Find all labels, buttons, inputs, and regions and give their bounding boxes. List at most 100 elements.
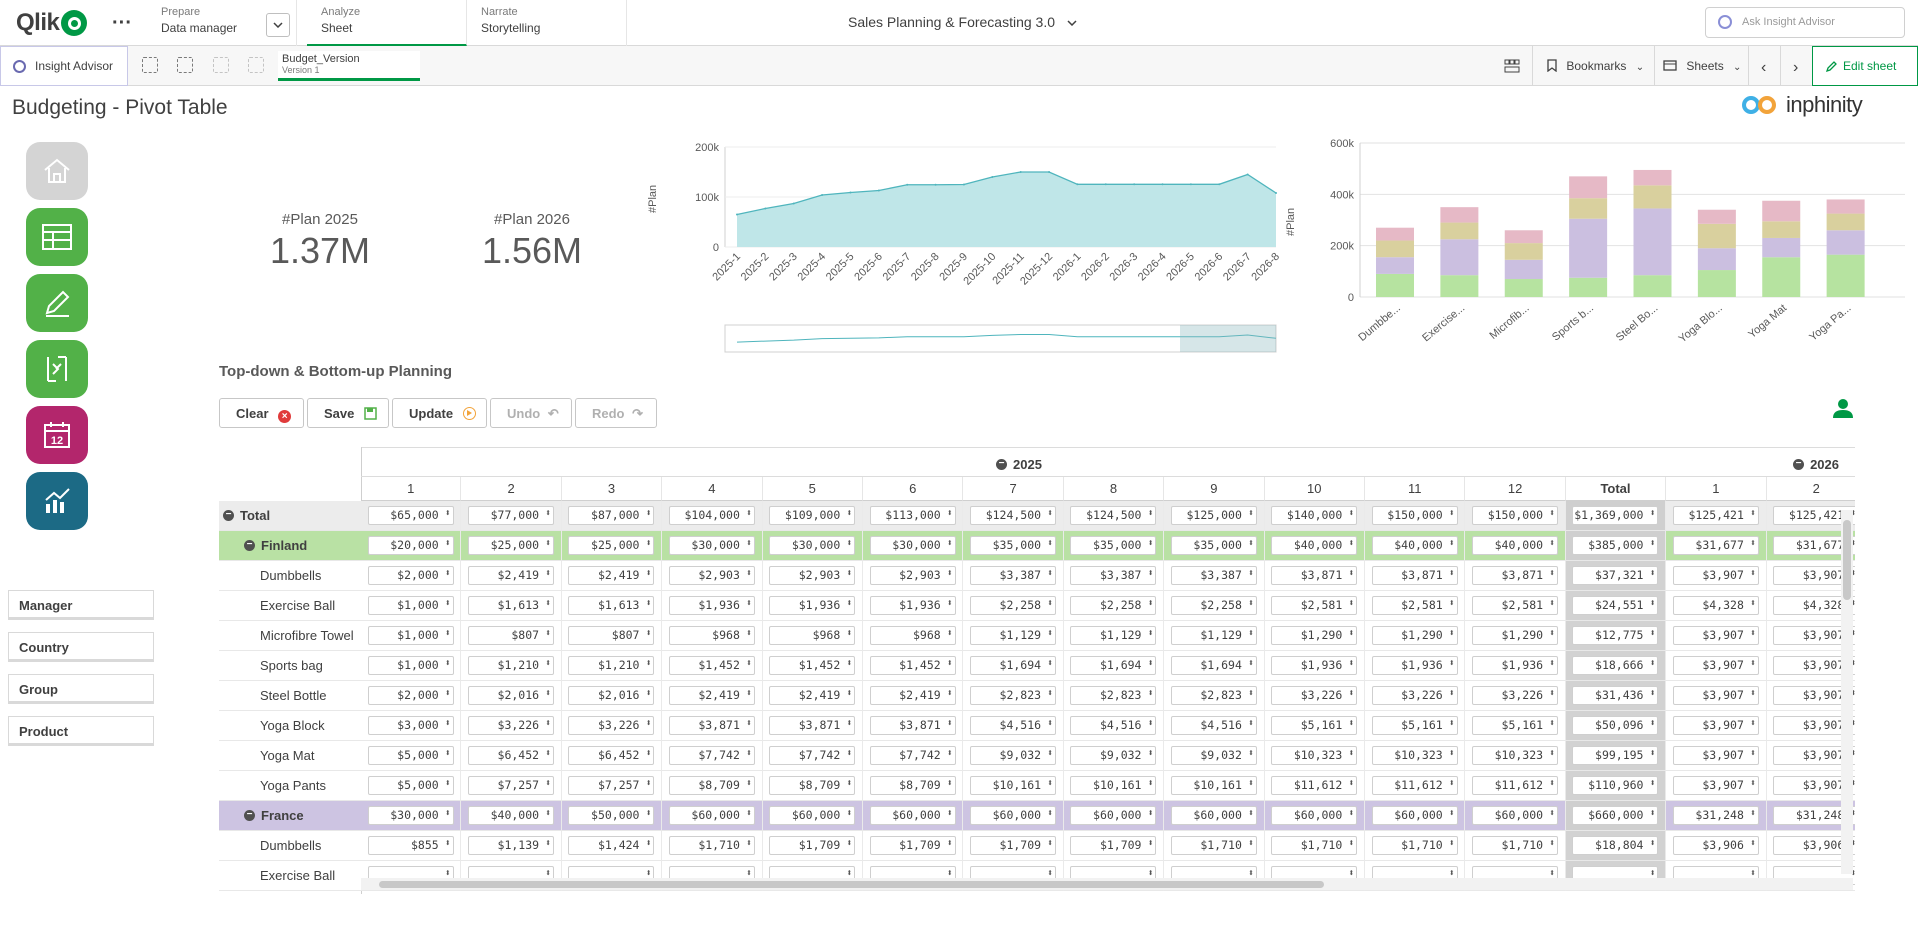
value-stepper-input[interactable]: $3,907 [1773, 716, 1855, 735]
data-point[interactable] [877, 189, 880, 192]
value-stepper-input[interactable]: $25,000 [468, 536, 555, 555]
value-stepper-input[interactable]: $35,000 [1070, 536, 1157, 555]
value-stepper-input[interactable]: $150,000 [1371, 506, 1458, 525]
value-stepper-input[interactable]: $968 [869, 626, 956, 645]
value-stepper-input[interactable]: $5,161 [1472, 716, 1559, 735]
value-stepper-input[interactable]: $1,452 [668, 656, 755, 675]
value-stepper-input[interactable]: $1,709 [869, 836, 956, 855]
value-stepper-input[interactable]: $87,000 [568, 506, 655, 525]
bar-segment[interactable] [1826, 254, 1865, 297]
bar-segment[interactable] [1440, 239, 1479, 276]
month-column-header[interactable]: 1 [361, 477, 462, 501]
value-stepper-input[interactable]: $2,823 [970, 686, 1057, 705]
step-back-icon[interactable] [213, 57, 229, 73]
value-stepper-input[interactable]: $10,323 [1371, 746, 1458, 765]
bar-segment[interactable] [1697, 270, 1736, 297]
value-stepper-input[interactable]: $3,907 [1773, 746, 1855, 765]
value-stepper-input[interactable]: $124,500 [1070, 506, 1157, 525]
value-stepper-input[interactable]: $3,871 [1371, 566, 1458, 585]
value-stepper-input[interactable]: $6,452 [568, 746, 655, 765]
bar-segment[interactable] [1569, 277, 1608, 297]
nav-prepare[interactable]: Prepare Data manager [147, 0, 297, 46]
value-stepper-input[interactable]: $3,907 [1773, 776, 1855, 795]
value-stepper-input[interactable]: $1,129 [1070, 626, 1157, 645]
row-label-product[interactable]: Exercise Ball [219, 591, 361, 621]
value-stepper-input[interactable]: $1,000 [367, 656, 454, 675]
value-stepper-input[interactable]: $3,871 [869, 716, 956, 735]
value-stepper-input[interactable]: $2,000 [367, 566, 454, 585]
bar-segment[interactable] [1504, 259, 1543, 280]
value-stepper-input[interactable]: $7,742 [869, 746, 956, 765]
value-stepper-input[interactable]: $3,907 [1672, 566, 1759, 585]
value-stepper-input[interactable]: $50,000 [568, 806, 655, 825]
bar-segment[interactable] [1697, 248, 1736, 271]
value-stepper-input[interactable]: $1,936 [1472, 656, 1559, 675]
value-stepper-input[interactable]: $1,290 [1371, 626, 1458, 645]
plan-stacked-bar-chart[interactable]: 0 200k 400k 600k #Plan Dumbbe... Exercise... Mi… [1280, 130, 1918, 350]
navigator-selection[interactable] [1180, 325, 1276, 352]
value-stepper-input[interactable]: $125,000 [1170, 506, 1257, 525]
row-label-product[interactable]: Dumbbells [219, 831, 361, 861]
value-stepper-input[interactable]: $3,871 [1271, 566, 1358, 585]
value-stepper-input[interactable]: $104,000 [668, 506, 755, 525]
value-stepper-input[interactable]: $3,907 [1672, 776, 1759, 795]
bar-segment[interactable] [1376, 227, 1414, 241]
value-stepper-input[interactable]: $2,823 [1070, 686, 1157, 705]
bar-segment[interactable] [1504, 279, 1543, 297]
value-stepper-input[interactable]: $20,000 [367, 536, 454, 555]
value-stepper-input[interactable]: $24,551 [1572, 596, 1659, 615]
value-stepper-input[interactable]: $60,000 [1271, 806, 1358, 825]
update-button[interactable]: Update [392, 398, 487, 428]
bar-segment[interactable] [1633, 208, 1672, 276]
data-point[interactable] [1246, 173, 1249, 176]
row-label-product[interactable]: Yoga Mat [219, 741, 361, 771]
bar-segment[interactable] [1697, 209, 1736, 224]
value-stepper-input[interactable]: $1,936 [869, 596, 956, 615]
row-label-product[interactable]: Yoga Block [219, 711, 361, 741]
value-stepper-input[interactable]: $125,421 [1773, 506, 1855, 525]
selections-tool-icon[interactable] [177, 57, 193, 73]
value-stepper-input[interactable]: $11,612 [1271, 776, 1358, 795]
value-stepper-input[interactable]: $2,419 [568, 566, 655, 585]
scroll-thumb[interactable] [379, 881, 1324, 888]
edit-sheet-button[interactable]: Edit sheet [1812, 46, 1918, 86]
value-stepper-input[interactable]: $3,907 [1672, 686, 1759, 705]
data-point[interactable] [991, 176, 994, 178]
value-stepper-input[interactable]: $2,016 [468, 686, 555, 705]
value-stepper-input[interactable]: $25,000 [568, 536, 655, 555]
value-stepper-input[interactable]: $10,323 [1472, 746, 1559, 765]
bar-segment[interactable] [1376, 273, 1414, 297]
value-stepper-input[interactable]: $2,419 [668, 686, 755, 705]
value-stepper-input[interactable]: $1,936 [668, 596, 755, 615]
calendar-nav-button[interactable]: 12 [26, 406, 88, 464]
value-stepper-input[interactable]: $11,612 [1472, 776, 1559, 795]
value-stepper-input[interactable]: $2,258 [1170, 596, 1257, 615]
month-column-header[interactable]: 6 [863, 477, 964, 501]
value-stepper-input[interactable]: $1,936 [1371, 656, 1458, 675]
value-stepper-input[interactable]: $7,257 [568, 776, 655, 795]
value-stepper-input[interactable]: $2,823 [1170, 686, 1257, 705]
value-stepper-input[interactable]: $2,581 [1371, 596, 1458, 615]
value-stepper-input[interactable]: $1,210 [568, 656, 655, 675]
value-stepper-input[interactable]: $660,000 [1572, 806, 1659, 825]
prepare-dropdown-button[interactable] [266, 13, 290, 37]
value-stepper-input[interactable]: $40,000 [1371, 536, 1458, 555]
home-nav-button[interactable] [26, 142, 88, 200]
value-stepper-input[interactable]: $1,452 [869, 656, 956, 675]
value-stepper-input[interactable]: $8,709 [668, 776, 755, 795]
value-stepper-input[interactable]: $18,804 [1572, 836, 1659, 855]
bar-segment[interactable] [1440, 207, 1479, 223]
value-stepper-input[interactable]: $3,000 [367, 716, 454, 735]
value-stepper-input[interactable]: $968 [668, 626, 755, 645]
edit-nav-button[interactable] [26, 274, 88, 332]
value-stepper-input[interactable]: $3,226 [1271, 686, 1358, 705]
value-stepper-input[interactable]: $65,000 [367, 506, 454, 525]
value-stepper-input[interactable]: $4,328 [1672, 596, 1759, 615]
value-stepper-input[interactable]: $31,436 [1572, 686, 1659, 705]
month-column-header[interactable]: 8 [1063, 477, 1165, 501]
bar-segment[interactable] [1504, 230, 1543, 244]
value-stepper-input[interactable]: $10,323 [1271, 746, 1358, 765]
value-stepper-input[interactable]: $7,742 [668, 746, 755, 765]
insight-advisor-button[interactable]: Insight Advisor [0, 46, 128, 86]
value-stepper-input[interactable]: $10,161 [970, 776, 1057, 795]
